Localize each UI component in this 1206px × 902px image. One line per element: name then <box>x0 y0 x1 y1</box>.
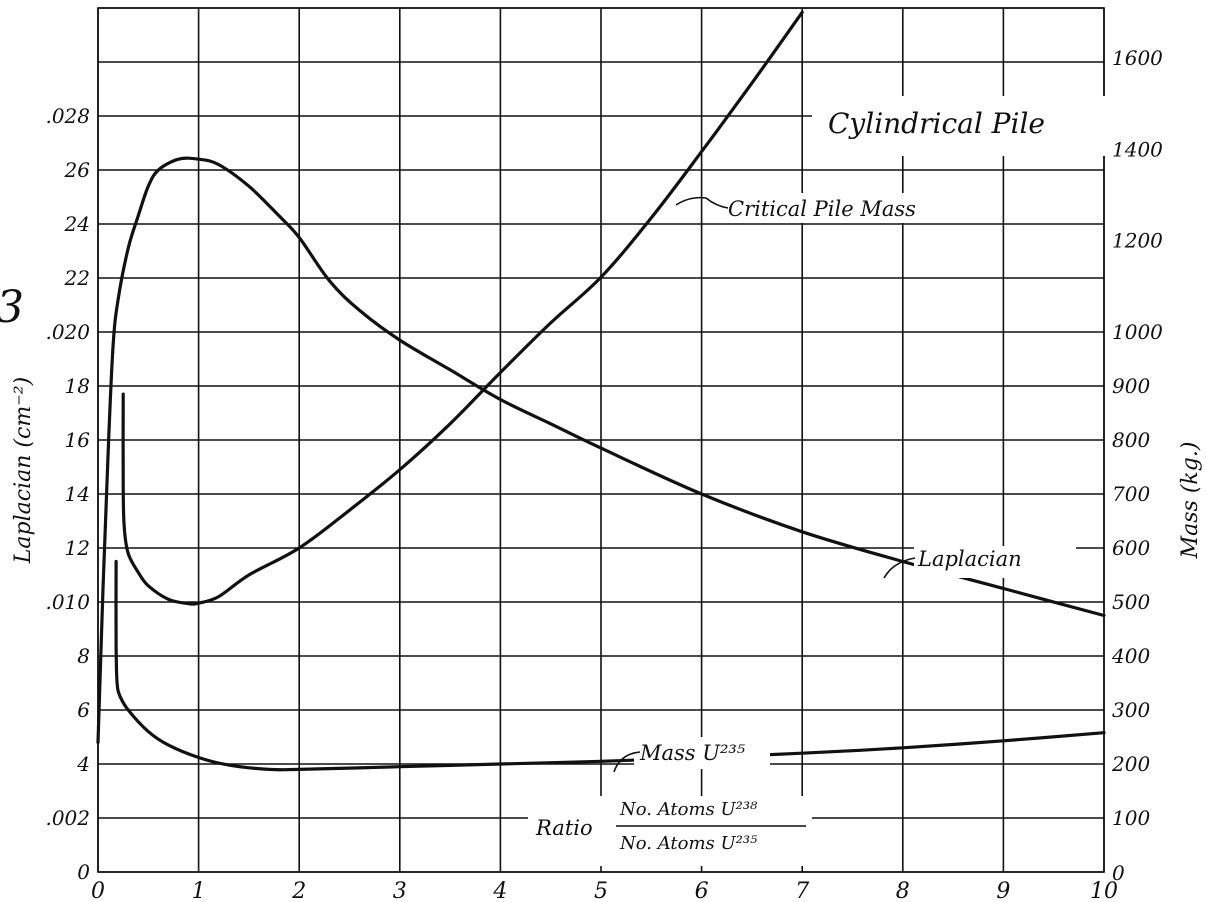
y-left-tick-label: 14 <box>65 482 90 506</box>
y-left-tick-label: 8 <box>77 644 90 668</box>
annotation-laplacian: Laplacian <box>883 546 1076 579</box>
y-right-tick-label: 400 <box>1111 644 1150 668</box>
y-right-tick-label: 300 <box>1112 698 1150 722</box>
series-critical-pile-mass <box>121 10 804 606</box>
y-left-tick-label: 0 <box>77 860 90 884</box>
y-axis-left-label: Laplacian (cm⁻²) <box>11 377 36 564</box>
x-tick-label: 6 <box>695 879 709 902</box>
y-left-tick-label: .010 <box>45 590 90 614</box>
title-box: Cylindrical Pile <box>812 96 1108 156</box>
x-tick-label: 5 <box>594 879 608 902</box>
x-axis-label-denominator: No. Atoms U²³⁵ <box>619 833 757 854</box>
x-axis-label-numerator: No. Atoms U²³⁸ <box>619 799 758 820</box>
chart-title: Cylindrical Pile <box>828 107 1045 140</box>
y-right-tick-label: 1200 <box>1112 229 1163 253</box>
x-tick-label: 0 <box>91 879 105 902</box>
series-mass-u <box>114 559 1106 772</box>
y-left-tick-label: 12 <box>65 536 90 560</box>
x-tick-label: 1 <box>192 879 206 902</box>
y-left-tick-label: 4 <box>76 752 90 776</box>
x-axis-label-prefix: Ratio <box>535 816 593 840</box>
y-right-tick-label: 200 <box>1111 752 1150 776</box>
y-left-tick-label: 24 <box>64 212 90 236</box>
y-right-tick-label: 1600 <box>1112 46 1163 70</box>
y-left-tick-label: 16 <box>65 428 91 452</box>
ticks: 0 1 2 3 4 5 6 7 8 9 100.002468.01012141618.0202224… <box>45 46 1163 902</box>
y-right-tick-label: 500 <box>1112 590 1150 614</box>
x-axis-label: Ratio No. Atoms U²³⁸ No. Atoms U²³⁵ <box>528 796 812 866</box>
y-left-tick-label: 22 <box>64 266 90 290</box>
annotation-critical-pile-mass: Critical Pile Mass <box>675 193 966 223</box>
x-tick-label: 4 <box>492 879 507 902</box>
y-right-tick-label: 900 <box>1112 374 1150 398</box>
y-left-tick-label: 18 <box>65 374 90 398</box>
annotation-mass-u235: Mass U²³⁵ <box>613 737 770 773</box>
y-left-tick-label: .028 <box>45 104 90 128</box>
y-left-tick-label: .020 <box>45 320 90 344</box>
y-right-tick-label: 700 <box>1112 482 1150 506</box>
y-left-tick-label: 26 <box>64 158 91 182</box>
y-right-tick-label: 1400 <box>1112 137 1163 161</box>
curves <box>96 10 1106 772</box>
y-right-tick-label: 0 <box>1112 861 1125 885</box>
annotation-mass-u235-label: Mass U²³⁵ <box>639 741 746 765</box>
y-right-tick-label: 600 <box>1112 536 1150 560</box>
annotation-critical-pile-mass-label: Critical Pile Mass <box>728 197 916 221</box>
y-right-tick-label: 100 <box>1112 806 1150 830</box>
x-tick-label: 10 <box>1090 879 1118 902</box>
y-left-tick-label: .002 <box>45 806 90 830</box>
x-tick-label: 2 <box>291 879 306 902</box>
x-tick-label: 9 <box>996 879 1010 902</box>
y-right-tick-label: 1000 <box>1112 320 1163 344</box>
series-laplacian <box>96 156 1106 744</box>
y-left-tick-label: 6 <box>77 698 90 722</box>
margin-mark: 3 <box>0 282 24 333</box>
x-tick-label: 3 <box>393 879 407 902</box>
y-right-tick-label: 800 <box>1112 428 1150 452</box>
y-axis-right-label: Mass (kg.) <box>1178 442 1203 560</box>
x-tick-label: 8 <box>896 879 910 902</box>
annotation-laplacian-label: Laplacian <box>917 547 1022 571</box>
x-tick-label: 7 <box>795 879 809 902</box>
